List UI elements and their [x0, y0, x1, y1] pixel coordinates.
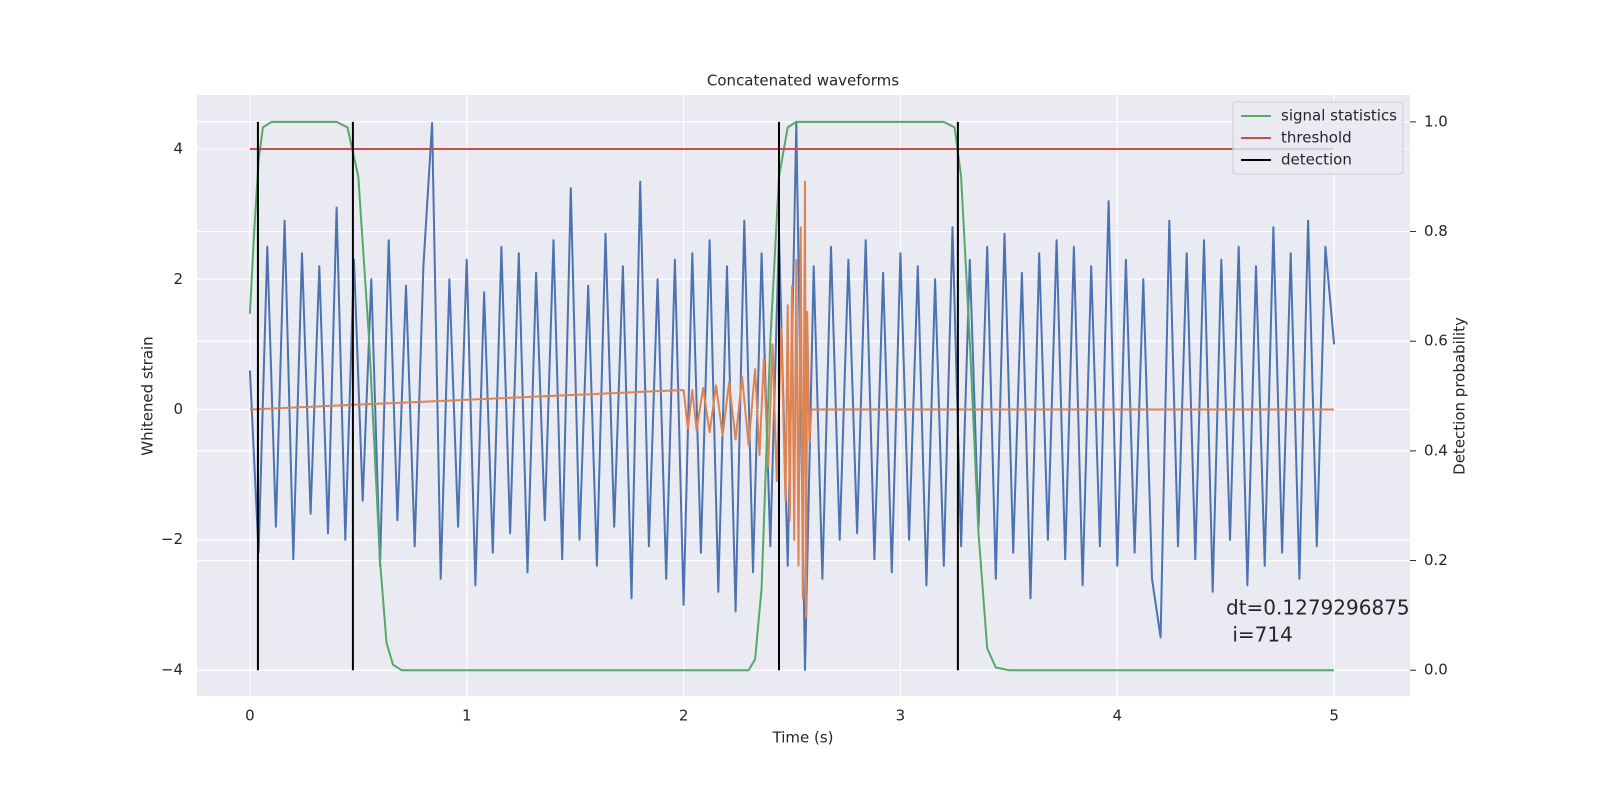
y-tick-label: 4 — [173, 140, 183, 158]
y2-tick-label: 1.0 — [1424, 112, 1448, 130]
x-tick-label: 0 — [245, 707, 255, 725]
y-tick-label: −4 — [161, 660, 183, 678]
x-tick-label: 3 — [896, 707, 906, 725]
annotation: dt=0.1279296875 — [1226, 596, 1410, 620]
y2-tick-label: 0.2 — [1424, 551, 1448, 569]
x-tick-label: 5 — [1329, 707, 1339, 725]
x-axis-label: Time (s) — [772, 729, 834, 747]
x-tick-label: 2 — [679, 707, 689, 725]
y-axis-label: Whitened strain — [139, 336, 157, 455]
y-tick-label: 0 — [173, 400, 183, 418]
y2-tick-label: 0.8 — [1424, 222, 1448, 240]
series-line — [249, 180, 1335, 619]
y2-tick-label: 0.6 — [1424, 332, 1448, 350]
legend-label: detection — [1281, 151, 1352, 169]
legend-box — [1232, 101, 1404, 175]
legend-label: threshold — [1281, 129, 1352, 147]
series-line — [248, 120, 1335, 672]
legend: signal statistics threshold detection — [1232, 101, 1404, 175]
chart-title: Concatenated waveforms — [707, 72, 899, 90]
marks — [248, 120, 1336, 672]
x-tick-label: 4 — [1112, 707, 1122, 725]
labels: 0 1 2 3 4 5 −4 −2 0 2 4 0.0 0.2 0.4 0.6 0.8 1.0 — [161, 112, 1448, 724]
x-tick-label: 1 — [462, 707, 472, 725]
annotation: i=714 — [1226, 623, 1293, 647]
y-tick-label: −2 — [161, 530, 183, 548]
y2-tick-label: 0.4 — [1424, 441, 1448, 459]
y-tick-label: 2 — [173, 270, 183, 288]
y2-axis-label: Detection probability — [1451, 317, 1469, 475]
legend-label: signal statistics — [1281, 107, 1397, 125]
y2-tick-label: 0.0 — [1424, 661, 1448, 679]
